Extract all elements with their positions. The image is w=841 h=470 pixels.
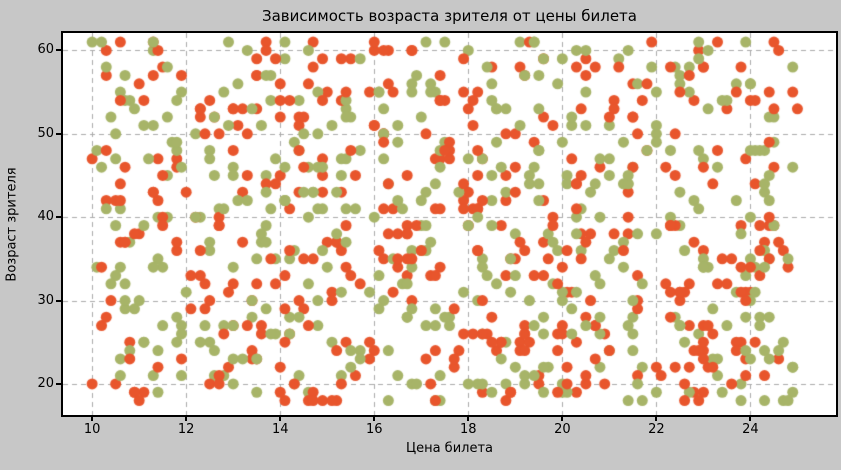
y-tick-mark [56, 382, 61, 385]
x-tick-label: 16 [365, 422, 383, 437]
x-tick-mark [749, 416, 752, 421]
x-tick-label: 20 [554, 422, 571, 437]
chart-title: Зависимость возраста зрителя от цены бил… [261, 7, 637, 25]
y-tick-mark [56, 132, 61, 135]
y-tick-label: 20 [37, 375, 54, 391]
x-axis-label: Цена билета [405, 441, 493, 456]
x-tick-mark [655, 416, 658, 421]
x-tick-label: 14 [271, 422, 289, 437]
plot-area [61, 31, 838, 417]
y-tick-label: 30 [37, 292, 54, 308]
x-tick-mark [279, 416, 282, 421]
y-tick-mark [56, 299, 61, 302]
x-tick-mark [467, 416, 470, 421]
y-tick-mark [56, 49, 61, 52]
x-tick-mark [185, 416, 188, 421]
y-tick-label: 50 [37, 125, 54, 141]
x-tick-mark [91, 416, 94, 421]
y-tick-mark [56, 216, 61, 219]
y-tick-label: 60 [37, 42, 54, 58]
x-tick-label: 12 [177, 422, 195, 437]
x-tick-label: 18 [460, 422, 477, 437]
x-tick-mark [373, 416, 376, 421]
x-tick-label: 22 [648, 422, 665, 437]
x-tick-label: 24 [742, 422, 759, 437]
x-tick-label: 10 [83, 422, 101, 437]
scatter-canvas [63, 33, 836, 415]
x-tick-mark [561, 416, 564, 421]
y-tick-label: 40 [37, 209, 54, 225]
